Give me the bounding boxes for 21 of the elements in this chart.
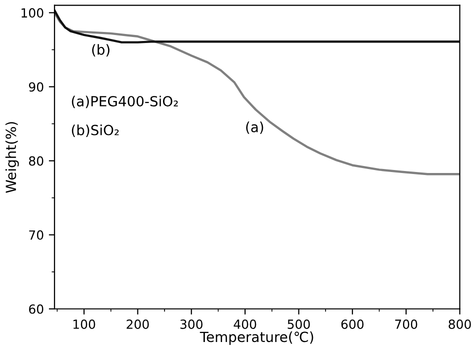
y-tick-label: 100 xyxy=(22,8,44,18)
x-tick-label: 100 xyxy=(73,320,96,329)
line-series xyxy=(54,9,460,44)
x-tick-label: 300 xyxy=(180,320,202,329)
x-tick-label: 700 xyxy=(395,320,418,329)
x-axis-title: Temperature(℃) xyxy=(200,331,314,345)
annotation: (b)SiO₂ xyxy=(72,124,119,137)
annotation: (a)PEG400-SiO₂ xyxy=(72,96,178,108)
annotation: (b) xyxy=(92,44,110,56)
x-tick-label: 800 xyxy=(448,320,471,329)
y-tick-label: 90 xyxy=(28,82,44,92)
y-tick-label: 60 xyxy=(29,304,44,314)
line-series xyxy=(54,12,460,176)
annotation: (a) xyxy=(246,122,264,134)
y-tick-label: 80 xyxy=(29,156,44,166)
x-tick-label: 400 xyxy=(234,320,256,329)
x-tick-label: 600 xyxy=(341,320,364,329)
x-tick-label: 200 xyxy=(126,320,149,329)
x-tick-label: 500 xyxy=(288,320,310,329)
y-axis-title: Weight(%) xyxy=(5,122,19,193)
y-tick-label: 70 xyxy=(29,230,44,240)
